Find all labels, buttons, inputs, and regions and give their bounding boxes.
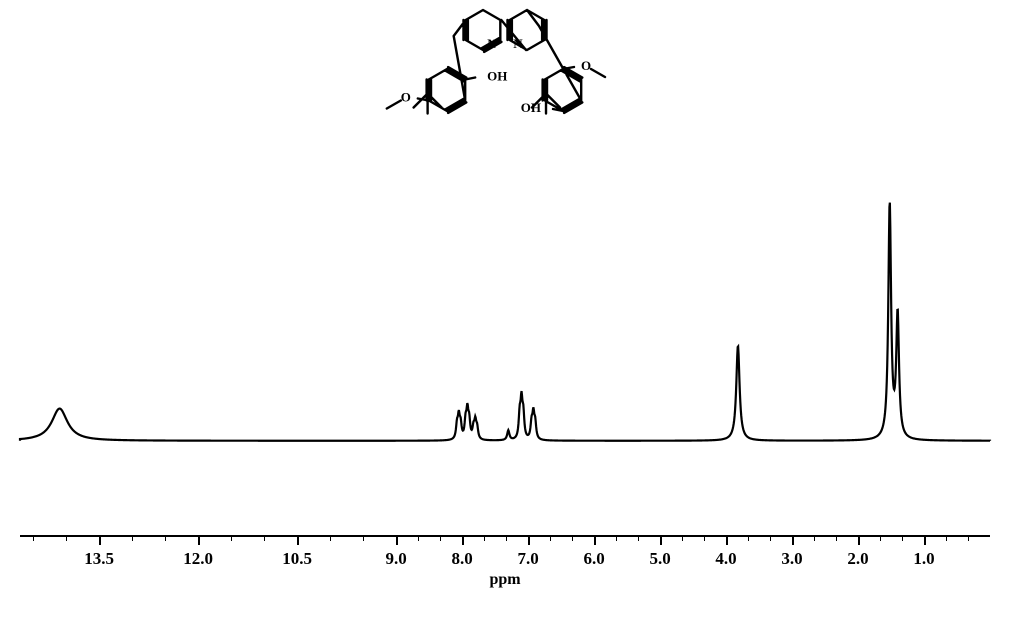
tick-label: 13.5 (84, 549, 114, 569)
tick-label: 2.0 (847, 549, 868, 569)
tick-label: 1.0 (913, 549, 934, 569)
tick-label: 5.0 (649, 549, 670, 569)
svg-text:O: O (581, 58, 591, 73)
svg-text:OH: OH (521, 100, 541, 115)
tick-label: 6.0 (583, 549, 604, 569)
nmr-spectrum (0, 200, 1010, 480)
svg-text:O: O (401, 89, 411, 104)
tick-label: 8.0 (451, 549, 472, 569)
tick-label: 9.0 (385, 549, 406, 569)
tick-label: 3.0 (781, 549, 802, 569)
axis-title: ppm (489, 571, 520, 589)
tick-label: 7.0 (517, 549, 538, 569)
svg-text:N: N (513, 36, 523, 51)
tick-label: 12.0 (183, 549, 213, 569)
tick-label: 4.0 (715, 549, 736, 569)
tick-label: 10.5 (282, 549, 312, 569)
x-axis: 13.512.010.59.08.07.06.05.04.03.02.01.0 … (0, 535, 1010, 615)
svg-text:OH: OH (487, 68, 507, 83)
chemical-structure: N N OH OH O O (305, 0, 705, 170)
svg-text:N: N (487, 36, 497, 51)
